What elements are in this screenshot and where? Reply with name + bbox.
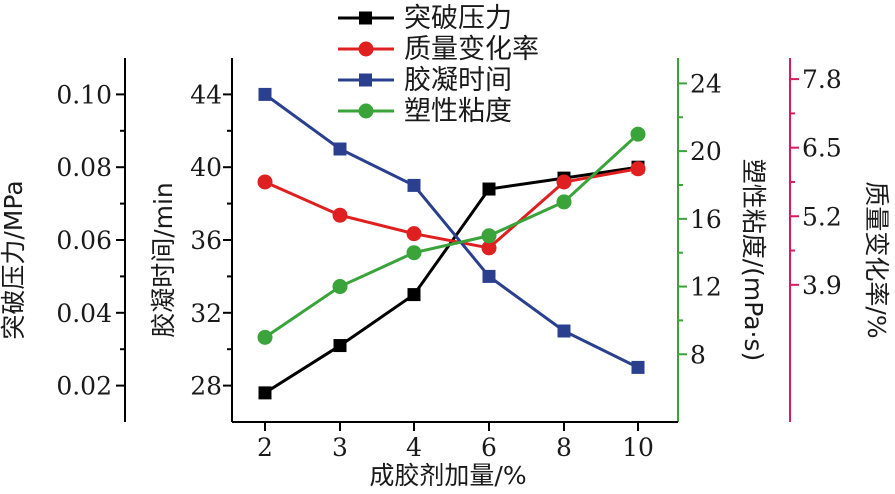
legend-marker-1 bbox=[358, 41, 374, 57]
legend-label-1: 质量变化率 bbox=[404, 34, 539, 65]
series-1-point-2 bbox=[406, 226, 422, 242]
series-0-point-1 bbox=[333, 339, 347, 353]
series-2-point-3 bbox=[482, 269, 496, 283]
series-3-point-1 bbox=[332, 279, 348, 295]
series-2-point-5 bbox=[631, 360, 645, 374]
y-tick-label-viscosity-1: 12 bbox=[690, 273, 722, 302]
series-line-2 bbox=[264, 93, 639, 369]
y-tick-label-mass_change-2: 6.5 bbox=[802, 134, 842, 163]
y-axis-label-pressure: 突破压力/MPa bbox=[0, 180, 28, 339]
x-tick-label-3: 6 bbox=[481, 433, 497, 462]
y-axis-label-gel_time: 胶凝时间/min bbox=[149, 182, 178, 338]
series-group bbox=[257, 87, 646, 400]
series-0-point-2 bbox=[407, 288, 421, 302]
series-3-point-2 bbox=[406, 245, 422, 261]
y-tick-label-viscosity-2: 16 bbox=[690, 205, 722, 234]
series-2-point-2 bbox=[407, 178, 421, 192]
y-tick-label-mass_change-1: 5.2 bbox=[802, 202, 842, 231]
series-2-point-0 bbox=[258, 87, 272, 101]
x-tick-label-4: 8 bbox=[556, 433, 572, 462]
series-1-point-1 bbox=[332, 207, 348, 223]
series-3-point-3 bbox=[481, 228, 497, 244]
legend-marker-0 bbox=[359, 11, 372, 25]
series-line-3 bbox=[264, 133, 640, 339]
axes-group: 0.020.040.060.080.10突破压力/MPa2832364044胶凝… bbox=[0, 58, 891, 462]
legend-label-0: 突破压力 bbox=[404, 3, 512, 34]
y-axis-label-viscosity: 塑性粘度/(mPa·s) bbox=[739, 159, 768, 362]
y-tick-label-viscosity-4: 24 bbox=[690, 69, 722, 98]
y-axis-label-mass_change: 质量变化率/% bbox=[862, 181, 891, 338]
y-tick-label-pressure-2: 0.06 bbox=[56, 226, 112, 255]
x-tick-label-1: 3 bbox=[332, 433, 348, 462]
y-tick-label-gel_time-3: 40 bbox=[190, 153, 222, 182]
legend-label-2: 胶凝时间 bbox=[404, 65, 512, 96]
y-tick-label-gel_time-4: 44 bbox=[190, 80, 222, 109]
y-tick-label-mass_change-0: 3.9 bbox=[802, 271, 842, 300]
series-line-1 bbox=[264, 167, 639, 250]
y-tick-label-gel_time-1: 32 bbox=[190, 299, 222, 328]
series-1-point-0 bbox=[257, 174, 273, 190]
y-tick-label-gel_time-0: 28 bbox=[190, 372, 222, 401]
y-tick-label-viscosity-3: 20 bbox=[690, 137, 722, 166]
series-1-point-4 bbox=[556, 174, 572, 190]
y-tick-label-mass_change-3: 7.8 bbox=[802, 65, 842, 94]
legend-marker-2 bbox=[359, 73, 372, 87]
y-tick-label-pressure-0: 0.02 bbox=[56, 372, 112, 401]
y-tick-label-pressure-1: 0.04 bbox=[56, 299, 112, 328]
x-axis-label: 成胶剂加量/% bbox=[369, 461, 526, 490]
series-2-point-4 bbox=[557, 324, 571, 338]
series-3-point-5 bbox=[630, 126, 646, 142]
series-1-point-3 bbox=[481, 240, 497, 256]
series-2-point-1 bbox=[333, 142, 347, 156]
series-0-point-0 bbox=[258, 386, 272, 400]
series-3-point-4 bbox=[556, 194, 572, 210]
series-1-point-5 bbox=[630, 161, 646, 177]
x-tick-label-2: 4 bbox=[406, 433, 422, 462]
series-line-0 bbox=[264, 165, 639, 395]
series-0-point-3 bbox=[482, 182, 496, 196]
y-tick-label-viscosity-0: 8 bbox=[690, 340, 706, 369]
y-tick-label-gel_time-2: 36 bbox=[190, 226, 222, 255]
legend-label-3: 塑性粘度 bbox=[404, 96, 512, 127]
y-tick-label-pressure-3: 0.08 bbox=[56, 153, 112, 182]
legend-marker-3 bbox=[358, 103, 374, 119]
x-tick-label-5: 10 bbox=[622, 433, 654, 462]
x-tick-label-0: 2 bbox=[257, 433, 273, 462]
y-tick-label-pressure-4: 0.10 bbox=[56, 80, 112, 109]
series-3-point-0 bbox=[257, 329, 273, 345]
